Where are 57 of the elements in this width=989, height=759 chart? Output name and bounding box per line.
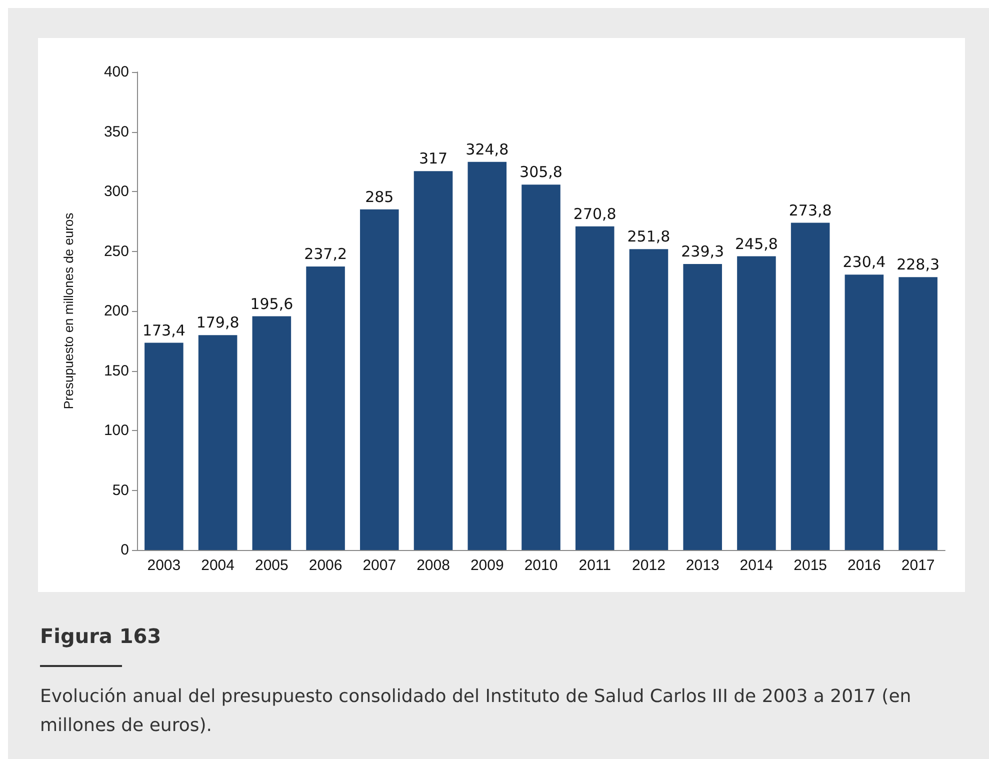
x-tick-label: 2009 <box>470 557 504 574</box>
x-tick-label: 2007 <box>362 557 396 574</box>
y-axis-title: Presupuesto en millones de euros <box>61 212 76 410</box>
data-label: 270,8 <box>573 204 616 223</box>
x-tick-label: 2003 <box>147 557 181 574</box>
text: Evolución anual del presupuesto consolidado del Instituto de Salud Carlos III de 2003 a 2017 (en millones de euros). <box>40 685 912 738</box>
x-tick-label: 2014 <box>740 557 774 574</box>
data-label: 245,8 <box>734 234 778 253</box>
bar <box>575 226 614 550</box>
x-tick-label: 2012 <box>632 557 666 574</box>
x-tick-label: 2017 <box>901 557 935 574</box>
x-tick-label: 2010 <box>524 557 558 574</box>
y-tick-label: 200 <box>104 302 129 320</box>
y-tick-label: 300 <box>104 183 129 200</box>
bar <box>683 264 722 550</box>
bar <box>790 222 830 550</box>
y-tick-label: 250 <box>104 242 129 260</box>
y-tick-label: 350 <box>104 123 129 140</box>
y-tick-label: 50 <box>112 482 129 499</box>
x-tick-label: 2013 <box>686 557 720 574</box>
data-label: 317 <box>418 150 448 168</box>
x-tick-label: 2011 <box>578 557 611 574</box>
bar <box>198 335 238 550</box>
bar <box>898 277 938 550</box>
data-label: 305,8 <box>520 163 562 182</box>
data-label: 251,8 <box>627 228 670 246</box>
bar <box>144 342 184 550</box>
bar <box>252 316 292 550</box>
x-tick-label: 2004 <box>201 557 234 574</box>
bar <box>522 184 560 550</box>
bar <box>414 171 453 550</box>
bar <box>737 256 776 550</box>
y-tick-label: 150 <box>104 362 129 380</box>
bar <box>468 162 507 550</box>
bar <box>629 249 668 550</box>
bar <box>360 209 399 550</box>
data-label: 230,4 <box>842 253 886 272</box>
data-label: 228,3 <box>896 256 940 274</box>
data-label: 285 <box>365 188 394 206</box>
x-tick-label: 2006 <box>308 557 342 574</box>
data-label: 179,8 <box>196 314 240 332</box>
data-label: 239,3 <box>681 242 724 261</box>
y-tick-label: 0 <box>120 542 129 558</box>
x-tick-label: 2008 <box>416 557 450 574</box>
text: Figura 163 <box>40 624 162 648</box>
x-tick-label: 2005 <box>254 557 288 574</box>
y-tick-label: 100 <box>104 422 129 439</box>
data-label: 324,8 <box>466 140 509 158</box>
data-label: 173,4 <box>142 321 186 340</box>
data-label: 237,2 <box>304 245 348 264</box>
x-tick-label: 2016 <box>848 557 881 574</box>
y-tick-label: 400 <box>104 64 129 80</box>
bar <box>306 266 345 550</box>
data-label: 273,8 <box>788 201 832 220</box>
x-tick-label: 2015 <box>794 557 828 574</box>
data-label: 195,6 <box>250 294 294 313</box>
bar <box>844 274 884 550</box>
